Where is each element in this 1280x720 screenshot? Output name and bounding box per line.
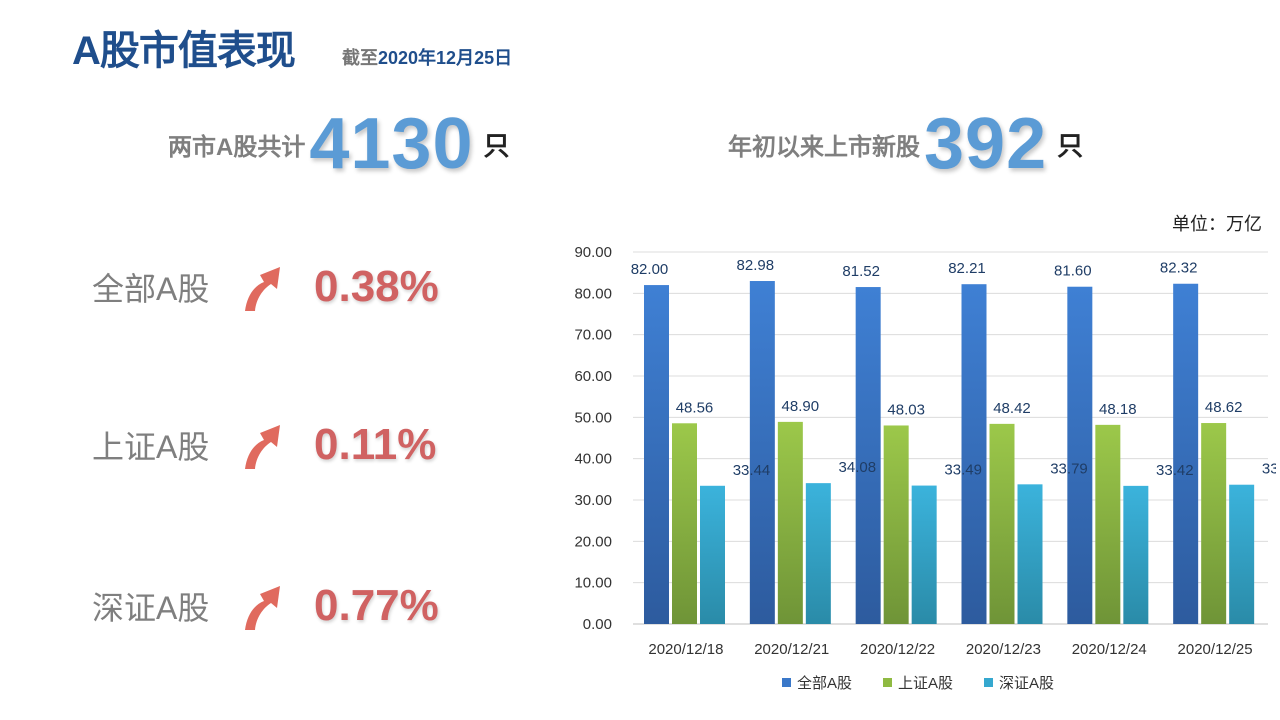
x-axis-ticks: 2020/12/18 2020/12/21 2020/12/22 2020/12/23…: [648, 641, 1252, 658]
y-tick-label: 50.00: [574, 409, 612, 426]
performance-name: 上证A股: [92, 429, 210, 465]
market-cap-bar-chart: 0.00 10.00 20.00 30.00 40.00 50.00 60.00 70.00 8…: [574, 244, 1276, 692]
bars: [644, 281, 1255, 624]
performance-name: 全部A股: [92, 271, 210, 307]
data-label: 81.52: [842, 263, 880, 280]
bar: [805, 483, 831, 624]
x-tick-label: 2020/12/21: [754, 641, 829, 658]
data-label: 48.90: [782, 398, 820, 415]
legend-swatch: [883, 678, 892, 687]
y-tick-label: 40.00: [574, 451, 612, 468]
legend-label: 深证A股: [999, 675, 1054, 692]
stat-new-value: 392: [924, 104, 1048, 184]
performance-row-sh: 上证A股 0.11%: [92, 410, 472, 480]
legend-swatch: [782, 678, 791, 687]
y-tick-label: 10.00: [574, 575, 612, 592]
bar: [1173, 283, 1199, 624]
data-label: 82.32: [1160, 260, 1198, 277]
data-label: 81.60: [1054, 263, 1092, 280]
y-tick-label: 60.00: [574, 368, 612, 385]
bar: [1201, 423, 1227, 624]
bar: [700, 485, 725, 624]
legend: 全部A股 上证A股 深证A股: [782, 674, 1054, 692]
x-tick-label: 2020/12/24: [1072, 641, 1147, 658]
data-label: 33.44: [733, 462, 771, 479]
bar: [1017, 484, 1043, 624]
bar: [1123, 485, 1149, 624]
data-label: 82.98: [737, 257, 775, 274]
x-tick-label: 2020/12/23: [966, 641, 1041, 658]
up-arrow-icon: [245, 586, 280, 630]
stat-new-listings: 年初以来上市新股 392 只: [728, 104, 1083, 184]
data-labels: 82.00 48.56 33.44 82.98 48.90 34.08 81.52 48.03…: [631, 257, 1276, 479]
page-title: A股市值表现: [72, 29, 296, 73]
data-label: 82.00: [631, 261, 669, 278]
data-label: 48.62: [1205, 399, 1243, 416]
data-label: 48.56: [676, 399, 714, 416]
data-label: 82.21: [948, 260, 986, 277]
unit-note: 单位：万亿: [1172, 214, 1262, 234]
legend-label: 上证A股: [898, 675, 953, 692]
subtitle-date: 2020年12月25日: [378, 48, 513, 68]
x-tick-label: 2020/12/18: [648, 641, 723, 658]
bar: [1067, 286, 1093, 624]
legend-swatch: [984, 678, 993, 687]
x-tick-label: 2020/12/25: [1178, 641, 1253, 658]
y-tick-label: 20.00: [574, 533, 612, 550]
legend-label: 全部A股: [797, 674, 852, 692]
stat-new-label: 年初以来上市新股: [728, 133, 920, 161]
stat-total-stocks: 两市A股共计 4130 只: [168, 104, 510, 184]
bar: [777, 421, 803, 624]
stat-total-unit: 只: [483, 130, 510, 161]
data-label: 48.03: [887, 401, 925, 418]
y-tick-label: 70.00: [574, 327, 612, 344]
performance-change: 0.77%: [314, 581, 439, 630]
data-label: 33.79: [1050, 460, 1088, 477]
data-label: 33.70: [1262, 461, 1276, 478]
bar: [855, 287, 881, 624]
stat-total-label: 两市A股共计: [168, 133, 306, 161]
bar: [911, 485, 937, 624]
performance-change: 0.38%: [314, 262, 439, 311]
y-tick-label: 80.00: [574, 285, 612, 302]
bar: [989, 423, 1015, 624]
bar: [672, 423, 697, 624]
bar: [749, 281, 775, 624]
performance-name: 深证A股: [92, 590, 210, 626]
data-label: 48.18: [1099, 401, 1137, 418]
performance-change: 0.11%: [314, 420, 437, 469]
x-tick-label: 2020/12/22: [860, 641, 935, 658]
up-arrow-icon: [245, 267, 280, 311]
page-subtitle: 截至2020年12月25日: [342, 44, 512, 70]
y-tick-label: 30.00: [574, 492, 612, 509]
bar: [644, 285, 669, 624]
y-tick-label: 90.00: [574, 244, 612, 261]
data-label: 34.08: [839, 459, 877, 476]
data-label: 33.42: [1156, 462, 1194, 479]
bar: [1095, 424, 1121, 624]
data-label: 33.49: [944, 462, 982, 479]
grid-lines: [633, 251, 1268, 625]
performance-row-sz: 深证A股 0.77%: [92, 571, 472, 641]
stat-new-unit: 只: [1057, 130, 1084, 161]
y-axis-ticks: 0.00 10.00 20.00 30.00 40.00 50.00 60.00 70.00 8…: [574, 244, 612, 633]
data-label: 48.42: [993, 400, 1031, 417]
bar: [883, 425, 909, 624]
up-arrow-icon: [245, 425, 280, 469]
bar: [961, 284, 987, 624]
stat-total-value: 4130: [309, 104, 474, 184]
performance-row-all: 全部A股 0.38%: [92, 252, 472, 322]
y-tick-label: 0.00: [583, 616, 612, 633]
bar: [1229, 484, 1255, 624]
subtitle-prefix: 截至: [342, 48, 378, 68]
